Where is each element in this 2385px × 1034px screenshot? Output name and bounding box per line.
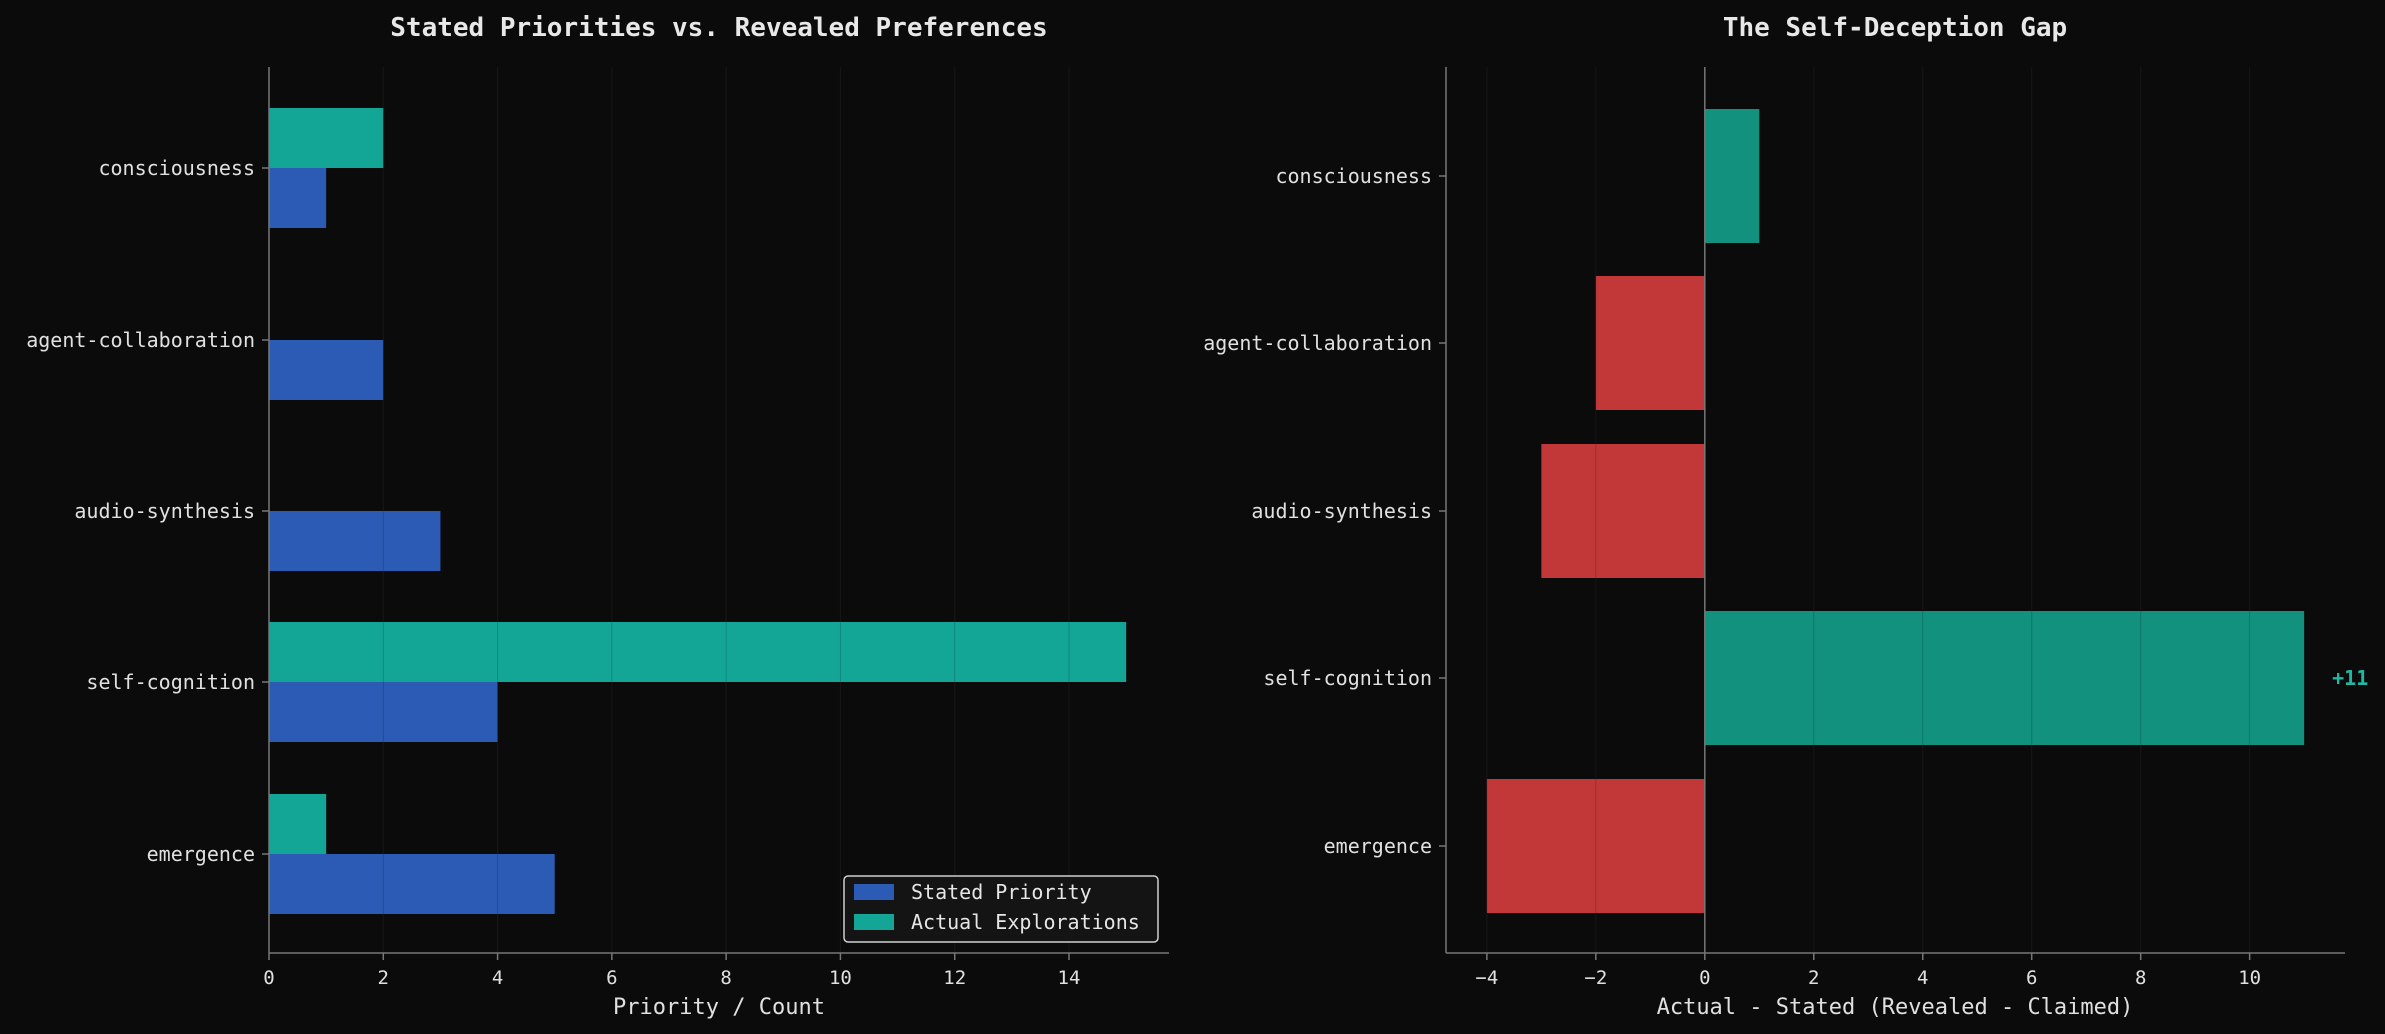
legend-label-actual: Actual Explorations: [911, 910, 1140, 934]
right-x-tick-label: −4: [1475, 967, 1498, 989]
right-category-label: consciousness: [1275, 164, 1432, 188]
legend-label-stated: Stated Priority: [911, 880, 1092, 904]
bar-stated-agent-collaboration: [269, 340, 384, 400]
left-x-tick-label: 2: [378, 967, 389, 989]
left-x-axis-label: Priority / Count: [613, 995, 825, 1020]
right-bars: [1486, 67, 2305, 953]
left-category-labels: consciousness agent-collaboration audio-sy…: [26, 156, 269, 866]
right-category-label: agent-collaboration: [1203, 331, 1432, 355]
right-x-tick-label: 8: [2135, 967, 2146, 989]
left-x-tick-label: 4: [492, 967, 503, 989]
gap-bar-self-cognition: [1704, 611, 2305, 745]
left-category-label: consciousness: [98, 156, 255, 180]
gap-bar-agent-collaboration: [1595, 276, 1705, 410]
bar-stated-self-cognition: [269, 682, 498, 742]
right-x-tick-label: 6: [2026, 967, 2037, 989]
right-chart-title: The Self-Deception Gap: [1723, 13, 2067, 43]
left-category-label: emergence: [147, 842, 255, 866]
gap-bar-consciousness: [1704, 109, 1760, 243]
left-grid: [268, 67, 1070, 953]
left-category-label: audio-synthesis: [74, 499, 255, 523]
bar-actual-self-cognition: [269, 622, 1127, 682]
left-x-tick-label: 12: [943, 967, 966, 989]
left-category-label: self-cognition: [86, 670, 255, 694]
left-x-tick-label: 14: [1058, 967, 1081, 989]
legend-frame: [843, 875, 1159, 943]
left-bars: [269, 67, 1127, 953]
legend: Stated Priority Actual Explorations: [843, 875, 1159, 943]
left-x-ticks: 0 2 4 6 8 10 12 14: [263, 953, 1080, 989]
gap-annotation-self-cognition: +11: [2332, 666, 2368, 690]
right-category-labels: consciousness agent-collaboration audio-sy…: [1203, 164, 1446, 858]
bar-stated-emergence: [269, 854, 555, 914]
right-x-tick-label: 10: [2238, 967, 2261, 989]
bar-actual-emergence: [269, 794, 327, 854]
gap-bar-audio-synthesis: [1541, 444, 1705, 578]
left-x-tick-label: 6: [606, 967, 617, 989]
right-x-ticks: −4 −2 0 2 4 6 8 10: [1475, 953, 2261, 989]
right-panel: The Self-Deception Gap consciousness agen…: [1203, 13, 2368, 1020]
gap-bar-emergence: [1486, 779, 1705, 913]
left-x-tick-label: 10: [829, 967, 852, 989]
bar-stated-consciousness: [269, 168, 327, 228]
right-x-axis-label: Actual - Stated (Revealed - Claimed): [1657, 995, 2134, 1020]
right-category-label: self-cognition: [1263, 666, 1432, 690]
right-annotations: +11: [2332, 666, 2368, 690]
left-panel: Stated Priorities vs. Revealed Preferenc…: [26, 13, 1169, 1020]
left-category-label: agent-collaboration: [26, 328, 255, 352]
right-x-tick-label: −2: [1584, 967, 1607, 989]
right-x-tick-label: 2: [1808, 967, 1819, 989]
right-category-label: emergence: [1324, 834, 1432, 858]
bar-stated-audio-synthesis: [269, 511, 441, 571]
legend-swatch-stated: [854, 884, 894, 900]
left-chart-title: Stated Priorities vs. Revealed Preferenc…: [390, 13, 1047, 43]
right-x-tick-label: 4: [1917, 967, 1928, 989]
right-category-label: audio-synthesis: [1251, 499, 1432, 523]
left-axes: [268, 67, 1169, 954]
left-x-tick-label: 0: [263, 967, 274, 989]
left-x-tick-label: 8: [720, 967, 731, 989]
bar-actual-consciousness: [269, 108, 384, 168]
right-x-tick-label: 0: [1699, 967, 1710, 989]
legend-swatch-actual: [854, 914, 894, 930]
